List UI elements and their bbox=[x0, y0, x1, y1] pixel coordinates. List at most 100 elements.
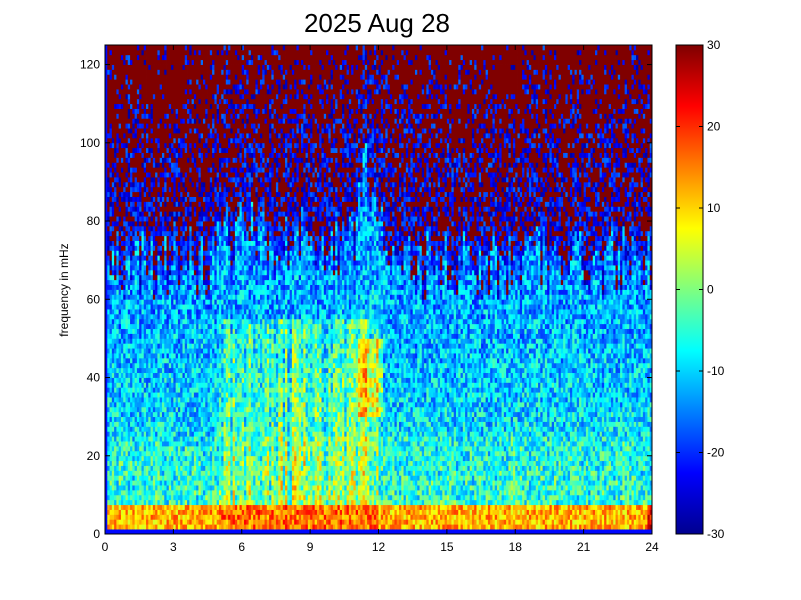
heatmap-cell bbox=[161, 211, 165, 217]
heatmap-cell bbox=[214, 519, 218, 525]
heatmap-cell bbox=[152, 328, 156, 334]
heatmap-cell bbox=[168, 162, 172, 168]
heatmap-cell bbox=[168, 142, 172, 149]
heatmap-cell bbox=[134, 172, 138, 178]
heatmap-cell bbox=[198, 113, 202, 119]
heatmap-cell bbox=[148, 152, 151, 158]
heatmap-cell bbox=[150, 162, 154, 168]
heatmap-cell bbox=[203, 49, 206, 56]
heatmap-cell bbox=[159, 64, 163, 70]
heatmap-cell bbox=[177, 470, 181, 476]
heatmap-cell bbox=[203, 230, 206, 237]
heatmap-cell bbox=[116, 382, 120, 388]
heatmap-cell bbox=[168, 128, 172, 134]
heatmap-cell bbox=[107, 74, 110, 80]
heatmap-cell bbox=[166, 357, 170, 364]
heatmap-cell bbox=[193, 265, 197, 271]
heatmap-cell bbox=[175, 177, 179, 183]
heatmap-cell bbox=[203, 181, 206, 188]
heatmap-cell bbox=[148, 421, 151, 427]
heatmap-cell bbox=[139, 299, 142, 305]
heatmap-cell bbox=[105, 509, 108, 515]
heatmap-cell bbox=[155, 421, 158, 427]
heatmap-cell bbox=[212, 191, 215, 197]
heatmap-cell bbox=[191, 504, 195, 510]
heatmap-cell bbox=[120, 89, 124, 95]
heatmap-cell bbox=[136, 377, 140, 383]
heatmap-cell bbox=[214, 470, 218, 476]
heatmap-cell bbox=[116, 333, 120, 339]
heatmap-cell bbox=[125, 79, 129, 85]
heatmap-cell bbox=[187, 445, 190, 452]
heatmap-cell bbox=[175, 123, 179, 129]
heatmap-cell bbox=[118, 529, 122, 535]
heatmap-cell bbox=[105, 118, 108, 124]
heatmap-cell bbox=[120, 240, 124, 246]
heatmap-cell bbox=[209, 206, 213, 212]
heatmap-cell bbox=[105, 362, 108, 369]
heatmap-cell bbox=[120, 328, 124, 334]
heatmap-cell bbox=[205, 69, 208, 75]
heatmap-cell bbox=[198, 367, 202, 374]
heatmap-cell bbox=[141, 147, 145, 153]
heatmap-cell bbox=[127, 177, 131, 183]
heatmap-cell bbox=[161, 98, 165, 105]
heatmap-cell bbox=[168, 397, 172, 403]
heatmap-cell bbox=[216, 436, 220, 442]
heatmap-cell bbox=[114, 465, 117, 471]
heatmap-cell bbox=[173, 333, 177, 339]
heatmap-cell bbox=[150, 142, 154, 149]
heatmap-cell bbox=[116, 294, 120, 300]
heatmap-cell bbox=[193, 436, 197, 442]
heatmap-cell bbox=[191, 221, 195, 227]
heatmap-cell bbox=[118, 216, 122, 222]
heatmap-cell bbox=[205, 147, 208, 153]
heatmap-cell bbox=[209, 133, 213, 139]
heatmap-cell bbox=[173, 147, 177, 153]
heatmap-cell bbox=[120, 250, 124, 256]
heatmap-cell bbox=[111, 353, 115, 359]
heatmap-cell bbox=[168, 54, 172, 61]
heatmap-cell bbox=[180, 485, 183, 491]
heatmap-cell bbox=[132, 499, 136, 506]
heatmap-cell bbox=[141, 245, 145, 251]
heatmap-cell bbox=[150, 98, 154, 105]
heatmap-cell bbox=[180, 441, 183, 447]
heatmap-cell bbox=[107, 167, 110, 173]
heatmap-cell bbox=[123, 69, 126, 75]
heatmap-cell bbox=[146, 265, 149, 271]
heatmap-cell bbox=[130, 84, 133, 90]
heatmap-cell bbox=[166, 392, 170, 398]
heatmap-cell bbox=[203, 157, 206, 163]
heatmap-cell bbox=[209, 123, 213, 129]
heatmap-cell bbox=[130, 49, 133, 56]
heatmap-cell bbox=[146, 328, 149, 334]
heatmap-cell bbox=[166, 113, 170, 119]
heatmap-cell bbox=[175, 45, 179, 51]
heatmap-cell bbox=[193, 74, 197, 80]
heatmap-cell bbox=[177, 514, 181, 520]
heatmap-cell bbox=[148, 289, 151, 295]
heatmap-cell bbox=[184, 201, 188, 207]
heatmap-cell bbox=[114, 167, 117, 173]
heatmap-cell bbox=[207, 177, 211, 183]
heatmap-cell bbox=[173, 411, 177, 418]
heatmap-cell bbox=[212, 406, 215, 413]
heatmap-cell bbox=[157, 69, 161, 75]
heatmap-cell bbox=[171, 152, 174, 158]
heatmap-cell bbox=[166, 485, 170, 491]
heatmap-cell bbox=[182, 45, 186, 51]
heatmap-cell bbox=[177, 343, 181, 349]
heatmap-cell bbox=[111, 499, 115, 506]
heatmap-cell bbox=[177, 313, 181, 320]
heatmap-cell bbox=[109, 421, 113, 427]
heatmap-cell bbox=[171, 524, 174, 530]
heatmap-cell bbox=[123, 304, 126, 310]
heatmap-cell bbox=[180, 45, 183, 51]
heatmap-cell bbox=[209, 509, 213, 515]
heatmap-cell bbox=[130, 318, 133, 325]
heatmap-cell bbox=[111, 450, 115, 457]
heatmap-cell bbox=[203, 416, 206, 422]
heatmap-cell bbox=[161, 84, 165, 90]
heatmap-cell bbox=[177, 93, 181, 100]
